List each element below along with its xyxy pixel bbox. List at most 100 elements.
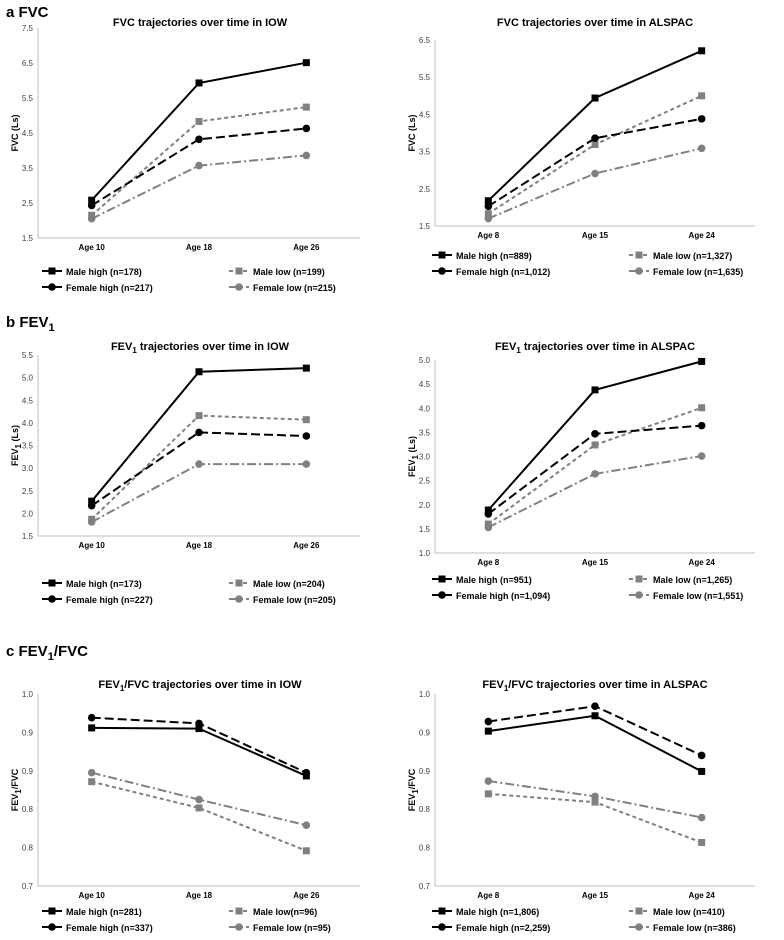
data-point-male-low [195, 804, 203, 812]
y-tick-label: 0.7 [419, 882, 431, 891]
legend-swatch-marker-male-high [48, 579, 56, 587]
legend-swatch-marker-male-low [635, 575, 643, 583]
legend-label-female-high: Female high (n=1,094) [456, 591, 550, 601]
chart-title-part: /FVC trajectories over time in IOW [124, 679, 302, 691]
legend-swatch-marker-male-high [438, 251, 446, 259]
y-tick-label: 3.5 [419, 148, 431, 157]
legend-label-female-high: Female high (n=2,259) [456, 923, 550, 933]
legend-swatch-marker-female-high [438, 923, 446, 931]
legend-swatch-marker-male-high [438, 575, 446, 583]
y-axis-label: FVC (Ls) [407, 114, 417, 151]
chart-title: FEV1 trajectories over time in ALSPAC [495, 341, 695, 355]
data-point-male-low [302, 416, 310, 424]
data-point-male-high [195, 79, 203, 87]
x-tick-label: Age 15 [582, 558, 609, 567]
data-point-female-high [484, 717, 493, 726]
y-axis-label: FEV1 (Ls) [407, 436, 420, 477]
x-tick-label: Age 26 [293, 891, 320, 900]
y-tick-label: 0.9 [22, 767, 34, 776]
data-point-female-low [195, 161, 203, 170]
data-point-female-high [697, 421, 706, 430]
data-point-male-low [591, 441, 599, 449]
data-point-male-low [484, 790, 492, 798]
y-axis-label-part: /FVC [10, 768, 20, 789]
data-point-female-low [302, 460, 311, 468]
data-point-male-high [591, 94, 599, 102]
y-tick-label: 0.9 [419, 767, 431, 776]
legend-swatch-marker-female-low [635, 267, 643, 275]
y-axis-label: FEV1 (Ls) [10, 425, 23, 466]
series-line-male-low [487, 406, 703, 525]
legend-label-female-high: Female high (n=1,012) [456, 267, 550, 277]
data-point-male-low [88, 515, 96, 523]
y-tick-label: 0.8 [22, 805, 34, 814]
x-tick-label: Age 8 [477, 891, 499, 900]
data-point-female-high [484, 202, 493, 211]
legend-label-female-low: Female low (n=1,551) [653, 591, 743, 601]
legend-swatch-marker-male-high [48, 907, 56, 915]
chart-title-part: FVC trajectories over time in IOW [113, 17, 288, 29]
y-tick-label: 1.5 [22, 532, 34, 541]
x-tick-label: Age 10 [79, 541, 106, 550]
data-point-male-high [302, 59, 310, 67]
y-axis-label-subscript: 1 [411, 789, 420, 794]
data-point-female-low [87, 768, 96, 777]
legend-swatch-marker-male-low [235, 267, 243, 275]
y-tick-label: 1.0 [22, 690, 34, 699]
data-point-female-high [87, 713, 96, 722]
y-tick-label: 3.0 [419, 453, 431, 462]
data-point-male-low [698, 838, 706, 846]
x-tick-label: Age 10 [79, 891, 106, 900]
x-tick-label: Age 8 [477, 231, 499, 240]
chart-title-part: trajectories over time in IOW [137, 341, 290, 353]
y-tick-label: 4.0 [419, 404, 431, 413]
y-axis-label-subscript: 1 [411, 454, 420, 459]
data-point-female-low [195, 795, 203, 804]
data-point-male-high [484, 727, 492, 735]
legend-label-male-low: Male low (n=410) [653, 907, 725, 917]
y-tick-label: 3.5 [22, 442, 34, 451]
y-tick-label: 2.5 [419, 477, 431, 486]
y-axis-label-part: FEV [407, 459, 417, 477]
section-heading-ratio: c FEV1/FVC [6, 643, 88, 663]
data-point-male-low [698, 92, 706, 100]
chart-title-subscript: 1 [120, 684, 125, 693]
legend-label-male-high: Male high (n=173) [66, 579, 142, 589]
chart-title: FEV1 trajectories over time in IOW [111, 341, 290, 355]
data-point-female-low [591, 470, 599, 478]
data-point-male-high [302, 772, 310, 780]
data-point-male-high [698, 357, 706, 365]
chart-title-subscript: 1 [516, 346, 521, 355]
series-line-male-high [487, 49, 703, 202]
y-tick-label: 3.0 [22, 464, 34, 473]
y-tick-label: 0.7 [22, 882, 34, 891]
chart-title-subscript: 1 [504, 684, 509, 693]
legend-label-female-high: Female high (n=217) [66, 283, 153, 293]
data-point-male-low [88, 778, 96, 786]
section-title-subscript: 1 [49, 322, 55, 334]
data-point-female-high [697, 115, 706, 123]
y-tick-label: 2.5 [419, 185, 431, 194]
y-axis-label-part: FVC (Ls) [407, 114, 417, 151]
data-point-male-high [195, 368, 203, 376]
y-tick-label: 4.0 [22, 419, 34, 428]
chart-title-part: FEV [98, 679, 120, 691]
x-tick-label: Age 15 [582, 231, 609, 240]
y-tick-label: 2.5 [22, 487, 34, 496]
data-point-male-high [698, 47, 706, 55]
data-point-female-high [302, 432, 311, 440]
section-letter: c [6, 643, 14, 660]
section-headings: a FVC b FEV1 c FEV1/FVC [6, 4, 88, 663]
chart-fvc-alspac: FVC trajectories over time in ALSPAC 1.5 2… [407, 17, 755, 277]
data-point-female-high [591, 134, 599, 143]
data-point-male-high [88, 724, 96, 732]
legend-swatch-marker-female-low [235, 923, 243, 931]
charts-group: FVC trajectories over time in IOW 1.5 2.5 3… [10, 17, 755, 933]
chart-title-part: FEV [482, 679, 504, 691]
data-point-female-low [195, 460, 203, 468]
y-tick-label: 2.0 [22, 509, 34, 518]
legend-swatch-marker-female-low [235, 283, 243, 291]
series-line-female-low [487, 147, 702, 220]
y-tick-label: 1.5 [22, 234, 34, 243]
